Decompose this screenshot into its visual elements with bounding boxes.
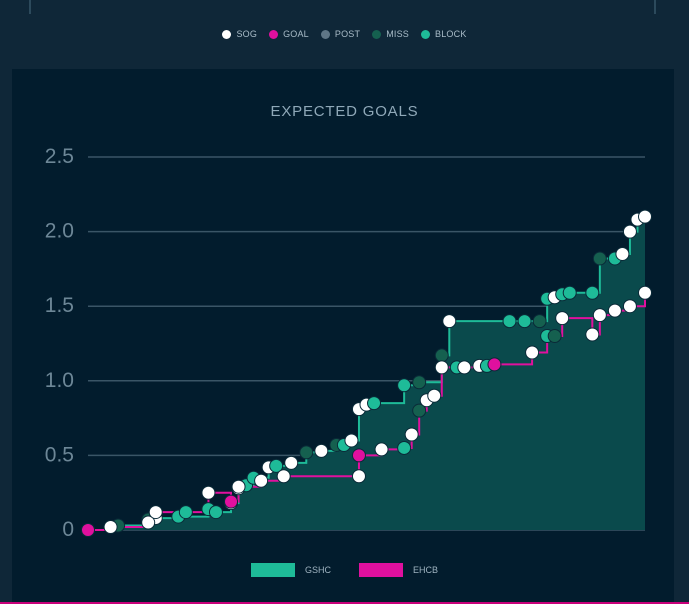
- block-dot-icon: [421, 29, 431, 39]
- gshc-point-sog: [638, 209, 652, 224]
- post-dot-icon: [320, 29, 330, 39]
- gshc-point-sog: [284, 455, 299, 470]
- gshc-point-block: [585, 285, 600, 300]
- ehcb-point-goal: [351, 448, 366, 463]
- gshc-point-sog: [442, 314, 457, 329]
- top-divider-right: [654, 0, 656, 14]
- ehcb-point-sog: [231, 479, 246, 494]
- ehcb-point-sog: [374, 442, 389, 457]
- gshc-point-block: [562, 285, 577, 300]
- ehcb-point-sog: [434, 360, 449, 375]
- ehcb-point-miss: [412, 403, 427, 418]
- legend-label-goal: GOAL: [283, 29, 309, 39]
- gshc-point-block: [367, 396, 382, 411]
- legend-item-goal: GOAL: [269, 29, 309, 39]
- legend-item-ehcb: EHCB: [359, 563, 438, 577]
- gshc-point-miss: [412, 375, 427, 390]
- ehcb-point-sog: [585, 327, 600, 342]
- ehcb-swatch: [359, 563, 403, 577]
- ehcb-point-sog: [457, 360, 472, 375]
- bottom-accent-line: [0, 602, 689, 604]
- gshc-point-sog: [344, 433, 359, 448]
- y-tick-label: 1.5: [45, 294, 74, 317]
- y-tick-label: 2.0: [45, 220, 74, 243]
- chart-title: EXPECTED GOALS: [270, 103, 419, 120]
- sog-dot-icon: [222, 29, 232, 39]
- gshc-area: [88, 216, 645, 530]
- legend-item-gshc: GSHC: [250, 563, 331, 577]
- gshc-point-miss: [299, 445, 314, 460]
- gshc-point-block: [269, 458, 284, 473]
- ehcb-point-sog: [525, 345, 540, 360]
- gshc-point-miss: [434, 348, 449, 363]
- ehcb-point-sog: [404, 427, 419, 442]
- gshc-point-sog: [622, 224, 637, 239]
- shot-type-legend: SOG GOAL POST MISS BLOCK: [0, 27, 689, 41]
- goal-dot-icon: [269, 29, 279, 39]
- ehcb-point-sog: [201, 485, 216, 500]
- ehcb-point-sog: [148, 505, 163, 520]
- ehcb-point-sog: [276, 469, 291, 484]
- ehcb-point-goal: [224, 494, 239, 509]
- ehcb-point-sog: [592, 308, 607, 323]
- ehcb-point-sog: [103, 520, 118, 535]
- y-tick-label: 0: [62, 518, 74, 541]
- ehcb-point-sog: [607, 303, 622, 318]
- ehcb-point-miss: [547, 329, 562, 344]
- legend-label-miss: MISS: [386, 29, 410, 39]
- legend-label-post: POST: [334, 29, 361, 39]
- ehcb-point-sog: [555, 311, 570, 326]
- ehcb-point-sog: [638, 285, 652, 300]
- legend-item-post: POST: [320, 29, 361, 39]
- ehcb-point-block: [178, 505, 193, 520]
- legend-label-ehcb: EHCB: [413, 565, 439, 575]
- ehcb-point-sog: [351, 469, 366, 484]
- ehcb-point-sog: [141, 515, 156, 530]
- gshc-point-block: [397, 378, 412, 393]
- legend-label-gshc: GSHC: [304, 565, 331, 575]
- gshc-point-miss: [532, 314, 547, 329]
- gshc-point-block: [208, 505, 223, 520]
- ehcb-point-sog: [254, 473, 269, 488]
- gshc-point-block: [517, 314, 532, 329]
- legend-item-block: BLOCK: [421, 29, 467, 39]
- team-legend: GSHC EHCB: [0, 563, 689, 577]
- ehcb-point-sog: [622, 299, 637, 314]
- gshc-swatch: [250, 563, 295, 577]
- gshc-point-sog: [314, 443, 329, 458]
- ehcb-point-sog: [427, 388, 442, 403]
- gshc-point-sog: [615, 246, 630, 261]
- gshc-point-miss: [592, 251, 607, 266]
- legend-item-sog: SOG: [222, 29, 257, 39]
- y-tick-label: 1.0: [45, 369, 74, 392]
- ehcb-point-goal: [81, 523, 95, 537]
- legend-label-sog: SOG: [236, 29, 258, 39]
- miss-dot-icon: [372, 29, 382, 39]
- ehcb-point-goal: [487, 357, 502, 372]
- legend-label-block: BLOCK: [435, 29, 467, 39]
- gshc-point-block: [502, 314, 517, 329]
- y-tick-label: 0.5: [45, 443, 74, 466]
- ehcb-point-block: [397, 440, 412, 455]
- y-tick-label: 2.5: [45, 145, 74, 168]
- top-divider-left: [29, 0, 31, 14]
- legend-item-miss: MISS: [372, 29, 409, 39]
